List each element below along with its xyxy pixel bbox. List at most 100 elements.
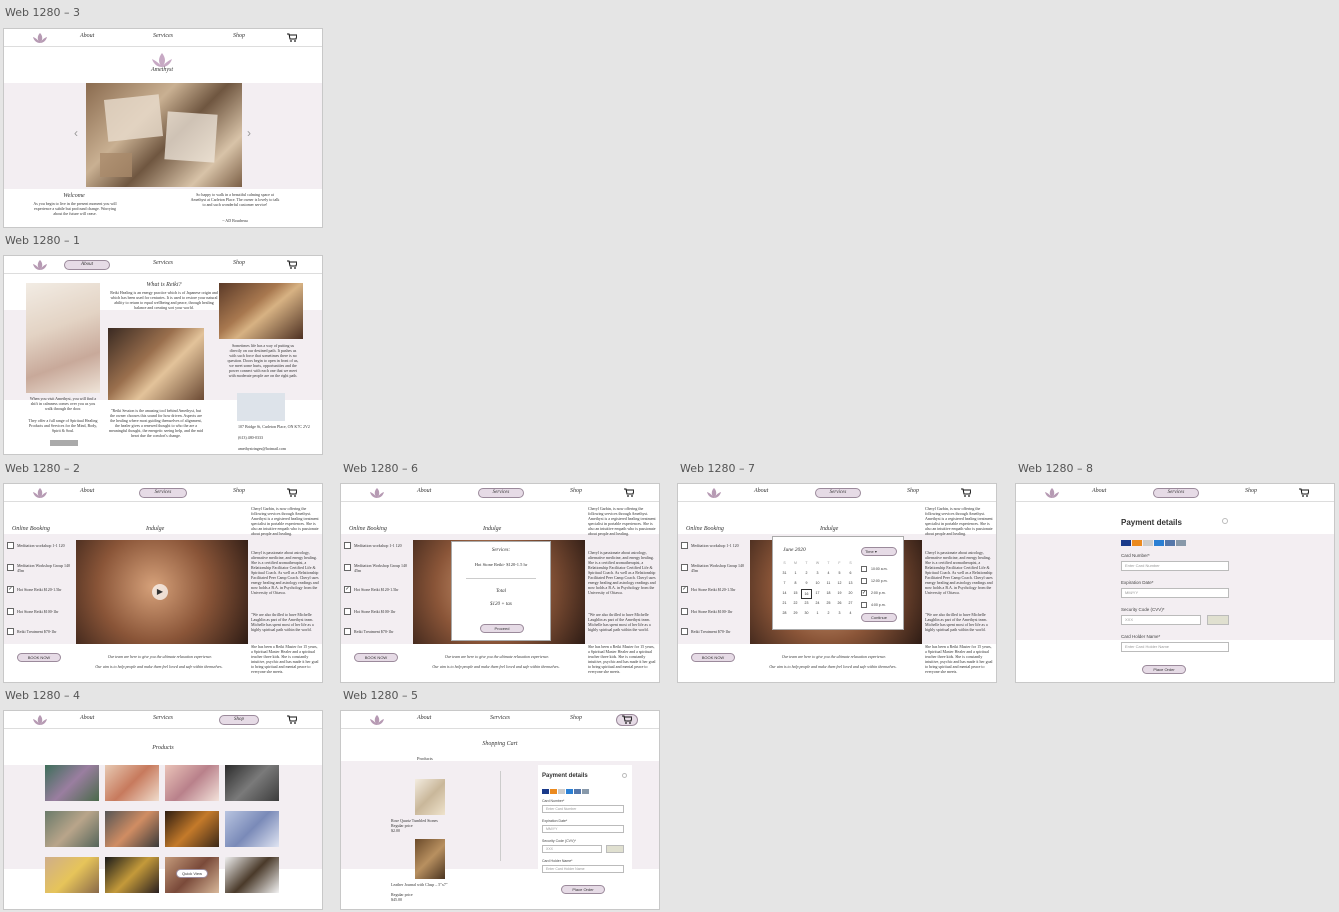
nav-about[interactable]: About: [417, 488, 432, 494]
cart-icon[interactable]: [624, 488, 634, 497]
product-tile[interactable]: [105, 765, 159, 801]
calendar-day[interactable]: 14: [782, 591, 787, 595]
nav-about[interactable]: About: [80, 715, 95, 721]
option-checkbox-5[interactable]: [681, 628, 688, 635]
nav-services-active[interactable]: Services: [478, 488, 524, 498]
calendar-day[interactable]: 15: [793, 591, 798, 595]
calendar-day[interactable]: 10: [815, 581, 820, 585]
calendar-day[interactable]: 18: [826, 591, 831, 595]
calendar-day[interactable]: 28: [782, 611, 787, 615]
option-checkbox-1[interactable]: [681, 542, 688, 549]
time-dropdown[interactable]: Time ▾: [861, 547, 897, 556]
product-tile[interactable]: [225, 765, 279, 801]
time-slot[interactable]: ✓ 2:00 p.m.: [861, 587, 901, 599]
time-slot-checkbox[interactable]: [861, 566, 867, 572]
social-icons[interactable]: [50, 440, 78, 446]
nav-shop-active[interactable]: Shop: [219, 715, 259, 725]
nav-about-active[interactable]: About: [64, 260, 110, 270]
product-tile[interactable]: [225, 811, 279, 847]
expiration-input[interactable]: MM/YY: [1121, 588, 1229, 598]
option-checkbox-1[interactable]: [7, 542, 14, 549]
nav-shop[interactable]: Shop: [570, 715, 582, 721]
calendar-day[interactable]: 25: [826, 601, 831, 605]
info-icon[interactable]: [1222, 518, 1228, 524]
time-slot[interactable]: 4:00 p.m.: [861, 599, 901, 611]
frame-booking[interactable]: About Services Shop Online Booking Indul…: [3, 483, 323, 683]
calendar-day[interactable]: 11: [826, 581, 831, 585]
calendar-day[interactable]: 21: [782, 601, 787, 605]
calendar-day[interactable]: 7: [783, 581, 786, 585]
option-checkbox-3-checked[interactable]: ✓: [344, 586, 351, 593]
time-slot-checkbox[interactable]: ✓: [861, 590, 867, 596]
lotus-logo-icon[interactable]: [30, 714, 50, 726]
frame-about[interactable]: About Services Shop When you visit Ameth…: [3, 255, 323, 455]
lotus-logo-icon[interactable]: [30, 487, 50, 499]
nav-services[interactable]: Services: [153, 33, 173, 39]
lotus-logo-icon[interactable]: [1042, 487, 1062, 499]
calendar-day[interactable]: 2: [827, 611, 830, 615]
continue-button[interactable]: Continue: [861, 613, 897, 622]
cart-icon[interactable]: [1299, 488, 1309, 497]
product-tile[interactable]: [165, 765, 219, 801]
nav-services-active[interactable]: Services: [815, 488, 861, 498]
nav-services-active[interactable]: Services: [1153, 488, 1199, 498]
cart-item-1-image[interactable]: [415, 779, 445, 815]
option-checkbox-3-checked[interactable]: ✓: [7, 586, 14, 593]
nav-about[interactable]: About: [80, 488, 95, 494]
option-checkbox-4[interactable]: [344, 608, 351, 615]
nav-shop[interactable]: Shop: [907, 488, 919, 494]
product-tile[interactable]: [165, 811, 219, 847]
cart-icon[interactable]: [287, 33, 297, 42]
carousel-next-icon[interactable]: ›: [247, 126, 251, 140]
product-tile[interactable]: [105, 811, 159, 847]
cart-icon[interactable]: [287, 260, 297, 269]
calendar-modal[interactable]: June 2020 S M T W T F S 31 1 2 3 4 5 6 7 8 9 10 11 12 13 14 15…: [772, 536, 904, 630]
calendar-day[interactable]: 1: [794, 571, 797, 575]
frame-home[interactable]: About Services Shop Amethyst ‹ › Welcome…: [3, 28, 323, 228]
option-checkbox-2[interactable]: [7, 564, 14, 571]
frame-products[interactable]: About Services Shop Products Quick View: [3, 710, 323, 910]
option-checkbox-1[interactable]: [344, 542, 351, 549]
massage-video[interactable]: ▶: [76, 540, 248, 644]
nav-about[interactable]: About: [80, 33, 95, 39]
option-checkbox-5[interactable]: [344, 628, 351, 635]
nav-shop[interactable]: Shop: [233, 488, 245, 494]
calendar-grid[interactable]: S M T W T F S 31 1 2 3 4 5 6 7 8 9 10 11 12 13 14 15 16 17 18 19 20…: [779, 559, 859, 619]
calendar-day[interactable]: 30: [804, 611, 809, 615]
option-checkbox-2[interactable]: [344, 564, 351, 571]
nav-services[interactable]: Services: [153, 715, 173, 721]
frame-booking-calendar[interactable]: About Services Shop Online Booking Indul…: [677, 483, 997, 683]
calendar-day[interactable]: 27: [848, 601, 853, 605]
cart-icon[interactable]: [961, 488, 971, 497]
cart-icon[interactable]: [287, 715, 297, 724]
calendar-day[interactable]: 26: [837, 601, 842, 605]
calendar-day[interactable]: 17: [815, 591, 820, 595]
card-number-input[interactable]: Enter Card Number: [1121, 561, 1229, 571]
play-icon[interactable]: ▶: [152, 584, 168, 600]
holder-name-input[interactable]: Enter Card Holder Name: [1121, 642, 1229, 652]
quick-view-button[interactable]: Quick View: [176, 869, 208, 878]
lotus-logo-icon[interactable]: [367, 487, 387, 499]
option-checkbox-3-checked[interactable]: ✓: [681, 586, 688, 593]
calendar-day[interactable]: 22: [793, 601, 798, 605]
nav-about[interactable]: About: [754, 488, 769, 494]
calendar-day[interactable]: 16: [801, 589, 812, 599]
info-icon[interactable]: [622, 773, 627, 778]
calendar-day[interactable]: 29: [793, 611, 798, 615]
place-order-button[interactable]: Place Order: [561, 885, 605, 894]
calendar-day[interactable]: 23: [804, 601, 809, 605]
calendar-day[interactable]: 9: [805, 581, 808, 585]
calendar-day[interactable]: 24: [815, 601, 820, 605]
product-tile[interactable]: Quick View: [165, 857, 219, 893]
booking-summary-modal[interactable]: Services: Hot Stone Reiki- $120-1.5 hr T…: [451, 541, 551, 641]
nav-services[interactable]: Services: [490, 715, 510, 721]
email-text[interactable]: amethystringes@hotmail.com: [238, 446, 287, 451]
lotus-logo-icon[interactable]: [704, 487, 724, 499]
time-slot[interactable]: 12:00 p.m.: [861, 575, 901, 587]
calendar-day[interactable]: 12: [837, 581, 842, 585]
product-tile[interactable]: [45, 857, 99, 893]
calendar-day[interactable]: 1: [816, 611, 819, 615]
calendar-day[interactable]: 19: [837, 591, 842, 595]
calendar-day[interactable]: 6: [849, 571, 852, 575]
option-checkbox-4[interactable]: [7, 608, 14, 615]
